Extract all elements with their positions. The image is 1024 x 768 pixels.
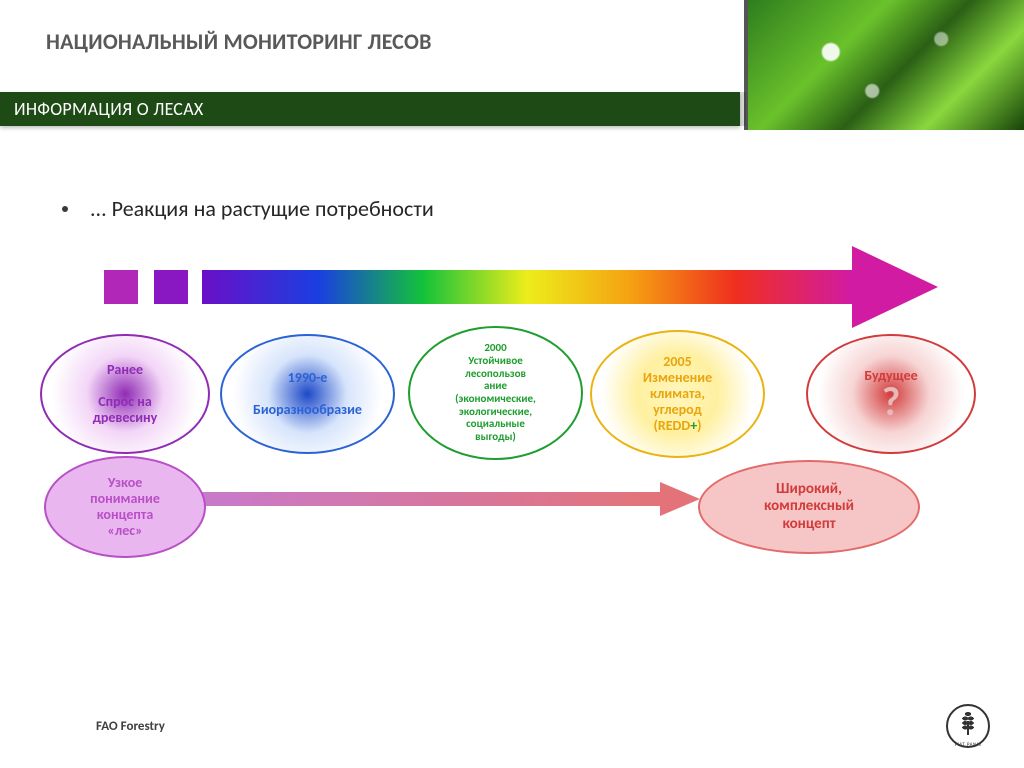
bubble-line: «лес»	[107, 523, 142, 539]
spectrum-square	[104, 270, 138, 304]
bubble-line: (экономические,	[455, 393, 536, 406]
subtitle-text: ИНФОРМАЦИЯ О ЛЕСАХ	[14, 92, 204, 126]
bubble-past: Ранее Спрос надревесину	[40, 334, 210, 454]
bubble-y2000: 2000Устойчивоелесопользование(экономичес…	[408, 326, 583, 460]
bubble-y2005: 2005Изменениеклимата,углерод(REDD+)	[590, 330, 765, 458]
concept-arrow-shaft	[200, 492, 660, 506]
fao-logo: FIAT PANIS	[946, 704, 990, 748]
concept-arrow	[200, 488, 700, 510]
slide-title: НАЦИОНАЛЬНЫЙ МОНИТОРИНГ ЛЕСОВ	[46, 28, 432, 55]
bubble-line: 1990-е	[288, 370, 328, 386]
bubble-line: древесину	[93, 410, 158, 426]
bubble-line: Широкий,	[776, 481, 842, 498]
spectrum-arrow	[76, 256, 946, 316]
bubble-narrow: Узкоепониманиеконцепта«лес»	[44, 456, 206, 558]
bubble-line: Спрос на	[98, 394, 152, 410]
bullet-dot	[62, 206, 68, 212]
bubble-line: комплексный	[764, 498, 854, 515]
bubble-line: Устойчивое	[468, 355, 523, 368]
header-leaf-image	[744, 0, 1024, 130]
concept-arrow-head	[660, 482, 700, 516]
bubble-redd: (REDD+)	[653, 418, 701, 434]
bullet-row: ... Реакция на растущие потребности	[62, 195, 434, 222]
bubble-line: концепта	[97, 507, 154, 523]
spectrum-arrow-head	[852, 246, 938, 328]
timeline-diagram: Ранее Спрос надревесину1990-е Биоразнооб…	[20, 248, 1000, 668]
bubble-future: Будущее?	[806, 334, 976, 454]
slide: НАЦИОНАЛЬНЫЙ МОНИТОРИНГ ЛЕСОВ ИНФОРМАЦИЯ…	[0, 0, 1024, 768]
bubble-line: климата,	[650, 386, 705, 402]
footer-text: FAO Forestry	[96, 719, 165, 734]
bubble-line: понимание	[90, 491, 160, 507]
bubble-line: 2005	[663, 354, 691, 370]
fao-logo-caption: FIAT PANIS	[948, 742, 988, 748]
bubble-line: концепт	[782, 516, 835, 533]
bubble-line: углерод	[653, 402, 702, 418]
bubble-line	[123, 378, 126, 394]
bubble-question-mark: ?	[882, 384, 901, 420]
bubble-line: Ранее	[107, 362, 143, 378]
spectrum-square	[154, 270, 188, 304]
bubble-line: Изменение	[643, 370, 712, 386]
bubble-line: Узкое	[108, 475, 143, 491]
bubble-wide: Широкий,комплексныйконцепт	[698, 460, 920, 554]
bubble-line: выгоды)	[475, 431, 516, 444]
bubble-line: Биоразнообразие	[253, 402, 362, 418]
bubble-y1990: 1990-е Биоразнообразие	[220, 334, 395, 454]
spectrum-bar	[202, 270, 852, 304]
wheat-icon	[961, 711, 975, 741]
bullet-text: ... Реакция на растущие потребности	[90, 195, 434, 222]
bubble-line	[306, 386, 309, 402]
